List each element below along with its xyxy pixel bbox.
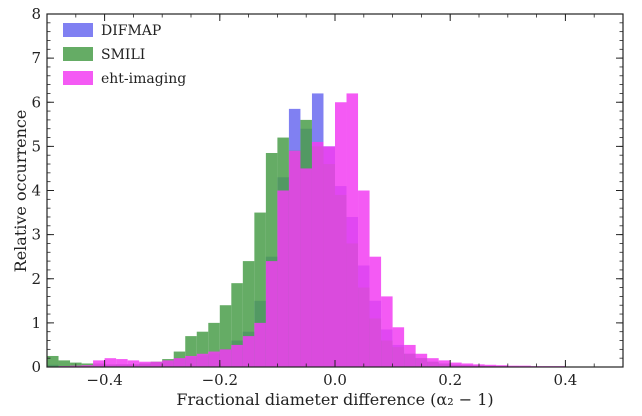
histogram-bar <box>58 360 71 367</box>
histogram-bar <box>254 322 266 367</box>
histogram-bar <box>265 261 278 367</box>
legend-swatch <box>63 47 93 61</box>
histogram-bar <box>288 150 301 367</box>
x-axis-label: Fractional diameter difference (α₂ − 1) <box>176 390 493 409</box>
histogram-bar <box>231 344 243 367</box>
y-tick-label: 0 <box>31 358 41 376</box>
legend-label: SMILI <box>101 47 145 63</box>
histogram-bar <box>265 152 278 367</box>
y-tick-label: 5 <box>31 137 41 155</box>
histogram-bar <box>139 361 151 367</box>
histogram-bar <box>381 296 393 367</box>
y-tick-label: 8 <box>31 5 41 23</box>
legend-swatch <box>63 71 93 85</box>
y-axis-label: Relative occurrence <box>11 110 30 273</box>
histogram-bar <box>311 141 324 367</box>
series-eht-imaging <box>58 93 612 368</box>
histogram-bar <box>415 353 428 367</box>
axis-ticks: −0.4 −0.2 0.0 0.2 0.4 0 1 2 3 4 5 6 7 8 <box>31 5 624 389</box>
histogram-bar <box>104 358 117 367</box>
x-tick-label: 0.2 <box>438 371 462 389</box>
y-tick-label: 4 <box>31 182 41 200</box>
legend: DIFMAP SMILI eht-imaging <box>63 23 186 87</box>
histogram-bar <box>242 336 255 367</box>
histogram-bar <box>277 190 289 367</box>
histogram-bar <box>323 146 335 367</box>
histogram-bar <box>185 336 197 367</box>
histogram-bar <box>461 363 474 367</box>
histogram-bar <box>484 364 497 367</box>
histogram-bar <box>219 349 232 367</box>
histogram-bar <box>81 365 94 367</box>
histogram-bars <box>47 93 612 368</box>
histogram-bar <box>300 168 312 367</box>
histogram-bar <box>116 359 128 367</box>
histogram-bar <box>208 351 220 367</box>
histogram-bar <box>519 365 531 367</box>
histogram-bar <box>231 283 243 367</box>
histogram-bar <box>93 360 105 367</box>
histogram-bar <box>358 190 370 367</box>
y-tick-label: 6 <box>31 93 41 111</box>
x-tick-label: 0.0 <box>323 371 347 389</box>
x-tick-label: −0.4 <box>86 371 122 389</box>
legend-label: eht-imaging <box>101 71 186 87</box>
histogram-bar <box>335 102 347 367</box>
histogram-bar <box>496 365 508 367</box>
histogram-bar <box>196 331 209 367</box>
histogram-bar <box>208 322 220 367</box>
histogram-bar <box>346 93 359 368</box>
histogram-bar <box>254 212 266 367</box>
legend-swatch <box>63 23 93 37</box>
histogram-bar <box>450 362 462 367</box>
y-tick-label: 2 <box>31 270 41 288</box>
histogram-bar <box>47 355 59 367</box>
x-tick-label: 0.4 <box>553 371 577 389</box>
histogram-bar <box>242 261 255 367</box>
histogram-bar <box>185 355 197 367</box>
legend-label: DIFMAP <box>101 23 161 39</box>
histogram-bar <box>150 361 163 367</box>
x-tick-label: −0.2 <box>202 371 238 389</box>
histogram-bar <box>173 358 186 367</box>
histogram-bar <box>162 360 174 367</box>
histogram-bar <box>369 256 382 367</box>
y-tick-label: 1 <box>31 314 41 332</box>
histogram-bar <box>438 360 451 367</box>
histogram-bar <box>427 358 439 367</box>
histogram-bar <box>404 344 416 367</box>
y-tick-label: 7 <box>31 49 41 67</box>
histogram-bar <box>507 365 520 367</box>
histogram-bar <box>219 305 232 367</box>
histogram-bar <box>392 327 405 367</box>
histogram-bar <box>196 353 209 367</box>
y-tick-label: 3 <box>31 226 41 244</box>
